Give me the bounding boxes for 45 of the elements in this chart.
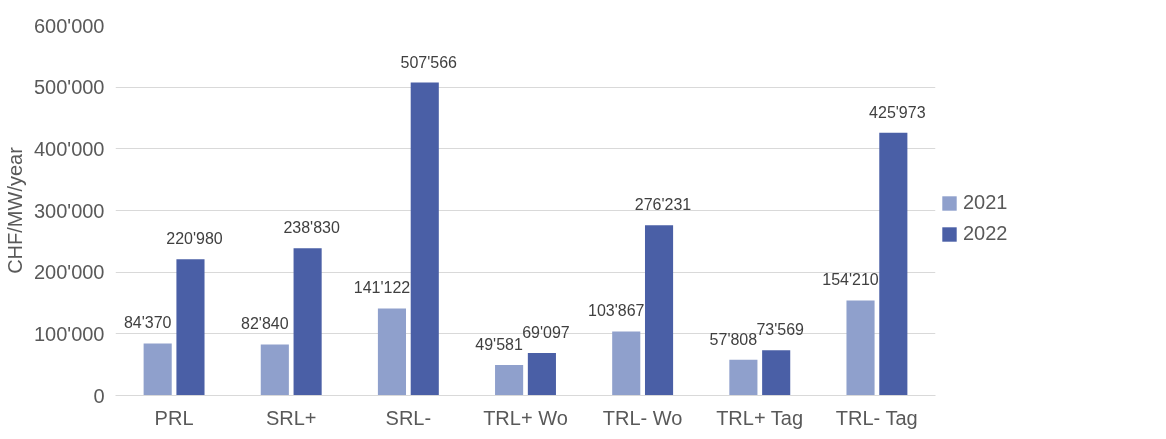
y-tick-label: 600'000 [33,14,105,37]
legend-label: 2022 [963,222,1008,245]
data-label: 238'830 [283,219,340,237]
data-label: 49'581 [475,335,523,353]
data-label: 220'980 [166,230,223,248]
y-axis-title: CHF/MW/year [3,146,26,274]
bar [527,352,556,396]
data-label: 84'370 [123,314,172,332]
bar [176,259,205,396]
bar [377,308,407,396]
data-label: 507'566 [400,53,458,71]
data-label: 82'840 [241,315,289,333]
y-tick-label: 200'000 [33,261,105,284]
y-tick-label: 500'000 [33,76,105,99]
bar [762,350,791,396]
x-tick-label: PRL [154,406,194,429]
bar [260,344,289,396]
x-tick-label: SRL+ [265,406,317,429]
y-tick-label: 100'000 [33,322,105,345]
data-label: 103'867 [588,302,645,320]
data-label: 141'122 [353,279,411,297]
x-tick-label: TRL+ Wo [483,406,568,429]
bar [495,364,524,396]
data-label: 69'097 [522,323,570,341]
data-label: 57'808 [709,330,758,348]
bar [293,248,322,396]
bar [410,82,439,396]
x-tick-label: TRL- Wo [602,406,683,429]
y-tick-label: 400'000 [33,137,105,160]
data-label: 276'231 [634,196,692,214]
x-tick-label: SRL- [385,406,432,429]
x-tick-label: TRL+ Tag [716,406,804,429]
x-tick-label: TRL- Tag [835,406,918,429]
y-tick-label: 0 [93,384,105,407]
bar [879,132,908,396]
legend-label: 2021 [963,191,1008,214]
bar [846,300,875,396]
data-label: 425'973 [869,103,926,121]
bar [143,343,172,396]
bar [644,225,674,396]
y-tick-label: 300'000 [33,199,105,222]
data-label: 73'569 [756,321,805,339]
bar [612,331,641,396]
data-label: 154'210 [822,271,879,289]
bar [729,359,758,396]
